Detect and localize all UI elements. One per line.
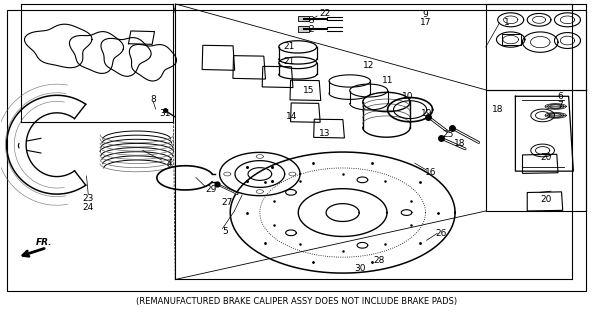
- Text: 4: 4: [167, 159, 172, 168]
- Text: 20: 20: [540, 195, 552, 204]
- Text: (REMANUFACTURED BRAKE CALIPER ASSY DOES NOT INCLUDE BRAKE PADS): (REMANUFACTURED BRAKE CALIPER ASSY DOES …: [136, 297, 457, 306]
- Text: 18: 18: [492, 105, 503, 114]
- Text: 31: 31: [160, 109, 171, 118]
- Text: 11: 11: [382, 76, 394, 85]
- Text: 3: 3: [308, 16, 314, 25]
- Text: 8: 8: [151, 95, 156, 104]
- Text: 9: 9: [423, 10, 428, 19]
- Text: 25: 25: [442, 130, 454, 139]
- Text: 6: 6: [557, 92, 563, 101]
- Text: 10: 10: [402, 92, 413, 101]
- Text: 22: 22: [319, 9, 330, 18]
- Text: 19: 19: [421, 109, 432, 118]
- Text: 27: 27: [221, 197, 232, 206]
- FancyBboxPatch shape: [298, 26, 309, 32]
- Text: 12: 12: [363, 60, 374, 69]
- Text: 5: 5: [222, 227, 228, 236]
- Text: 16: 16: [425, 168, 436, 177]
- Text: 17: 17: [420, 19, 431, 28]
- Text: 24: 24: [82, 203, 94, 212]
- Text: 7: 7: [557, 101, 563, 110]
- Text: 13: 13: [319, 129, 331, 138]
- Text: 29: 29: [206, 185, 217, 194]
- Text: 26: 26: [435, 229, 447, 238]
- Text: 28: 28: [374, 256, 385, 265]
- Text: 21: 21: [283, 57, 295, 66]
- Text: 21: 21: [283, 42, 295, 52]
- Text: 18: 18: [454, 139, 466, 148]
- Text: 2: 2: [308, 25, 314, 34]
- Text: 14: 14: [286, 113, 298, 122]
- Text: FR.: FR.: [36, 238, 53, 247]
- Text: 15: 15: [302, 86, 314, 95]
- Text: 1: 1: [503, 19, 509, 28]
- FancyBboxPatch shape: [298, 16, 309, 21]
- Text: 20: 20: [540, 153, 552, 162]
- Text: 23: 23: [82, 194, 94, 204]
- Text: 30: 30: [355, 264, 366, 274]
